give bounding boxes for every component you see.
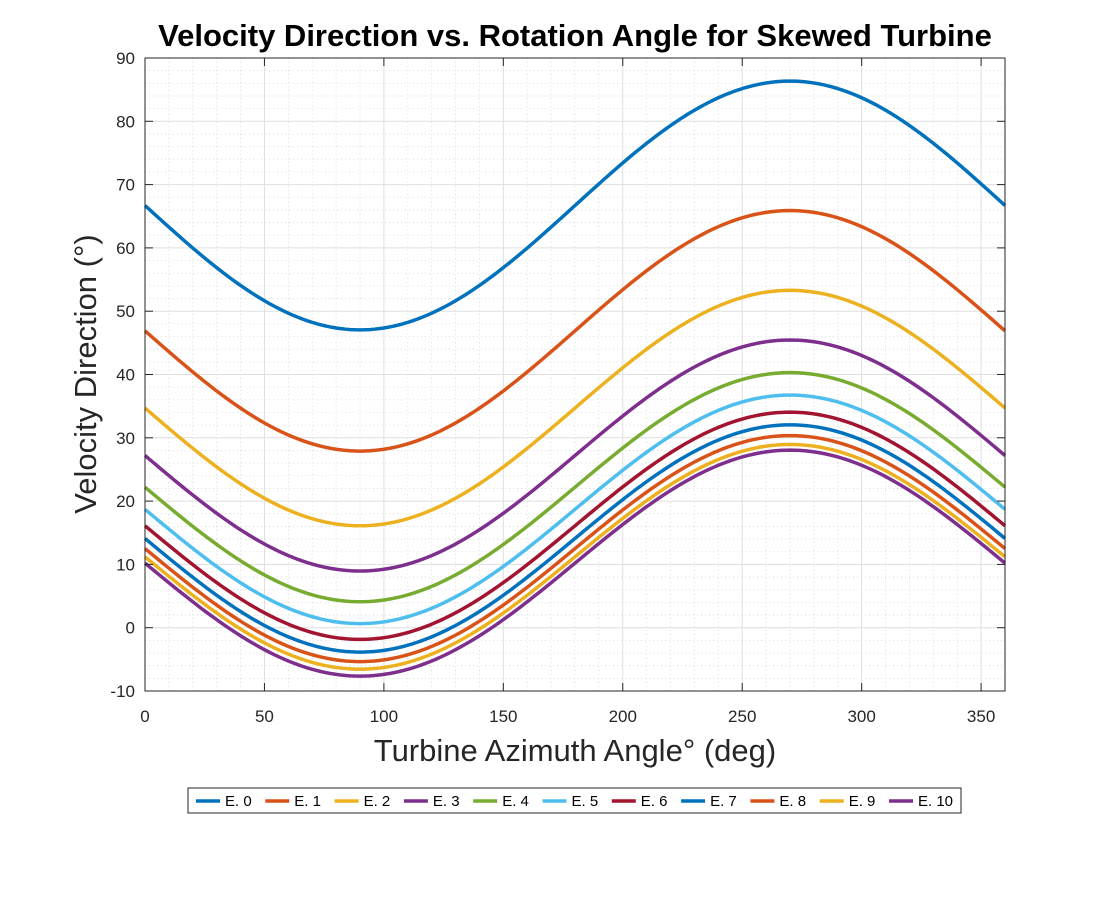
y-tick-label: 80 [116,112,135,131]
y-tick-label: -10 [110,682,135,701]
legend-items: E. 0 E. 1 E. 2 E. 3 E. 4 E. 5 E. 6 E. 7 E. 8 E. 9… [196,793,953,810]
series-line-2 [143,288,1007,528]
y-tick-label: 0 [126,619,135,638]
x-tick-label: 100 [370,707,398,726]
series-line-5 [143,393,1007,626]
chart-title: Velocity Direction vs. Rotation Angle fo… [158,18,992,53]
legend-label-2: E. 2 [364,793,391,810]
x-tick-label: 50 [255,707,274,726]
series-line-6 [143,410,1007,642]
y-tick-label: 90 [116,49,135,68]
x-tick-label: 0 [140,707,149,726]
legend-label-3: E. 3 [433,793,460,810]
x-tick-label: 200 [609,707,637,726]
tick-marks [144,57,1005,692]
plot-area [143,57,1007,692]
x-axis-label: Turbine Azimuth Angle° (deg) [374,733,776,768]
series-line-1 [143,208,1007,453]
legend-label-8: E. 8 [779,793,806,810]
x-tick-label: 150 [489,707,517,726]
y-tick-label: 30 [116,429,135,448]
y-tick-label: 50 [116,302,135,321]
series-line-0 [143,79,1007,332]
series-lines [143,79,1007,678]
y-tick-labels: -10 0 10 20 30 40 50 60 70 80 90 [110,49,135,701]
x-tick-label: 300 [847,707,875,726]
y-axis-label: Velocity Direction (°) [68,234,103,513]
y-tick-label: 70 [116,176,135,195]
series-line-9 [143,442,1007,671]
series-line-3 [143,338,1007,573]
legend-label-7: E. 7 [710,793,737,810]
series-line-10 [143,448,1007,678]
x-tick-label: 250 [728,707,756,726]
legend-label-6: E. 6 [641,793,668,810]
x-tick-label: 350 [967,707,995,726]
legend-label-10: E. 10 [918,793,953,810]
legend: E. 0 E. 1 E. 2 E. 3 E. 4 E. 5 E. 6 E. 7 E. 8 E. 9… [187,787,962,814]
y-tick-label: 20 [116,492,135,511]
y-tick-label: 60 [116,239,135,258]
legend-label-0: E. 0 [225,793,252,810]
legend-label-4: E. 4 [502,793,529,810]
legend-label-1: E. 1 [294,793,321,810]
y-tick-label: 10 [116,555,135,574]
legend-label-9: E. 9 [849,793,876,810]
series-line-7 [143,423,1007,654]
series-line-4 [143,370,1007,604]
series-line-8 [143,433,1007,664]
y-tick-label: 40 [116,366,135,385]
legend-label-5: E. 5 [572,793,599,810]
x-tick-labels: 0 50 100 150 200 250 300 350 [140,707,995,726]
